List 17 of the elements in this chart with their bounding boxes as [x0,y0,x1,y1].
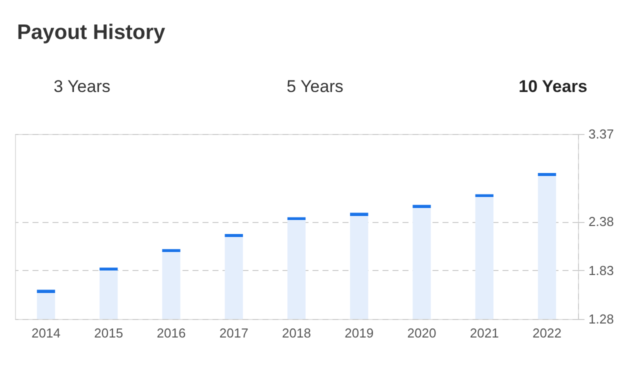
y-tick-label: 1.28 [588,312,614,326]
x-tick-label: 2022 [532,326,562,340]
x-tick-label: 2017 [219,326,248,340]
text: 10 Years [518,77,588,96]
y-tick-label: 2.38 [588,214,614,230]
x-tick-label: 2014 [32,326,60,340]
x-tick-label: 2018 [282,326,311,340]
y-tick-label: 1.83 [588,262,614,278]
x-tick-label: 2021 [470,326,499,340]
x-tick-label: 2016 [156,326,186,340]
text: 5 Years [286,77,344,96]
x-tick-label: 2020 [407,326,436,340]
y-tick-label: 3.37 [588,126,614,142]
x-tick-label: 2015 [94,326,124,340]
text: 3 Years [54,77,110,96]
chart-title: Payout History [17,21,166,44]
x-tick-label: 2019 [344,326,374,340]
